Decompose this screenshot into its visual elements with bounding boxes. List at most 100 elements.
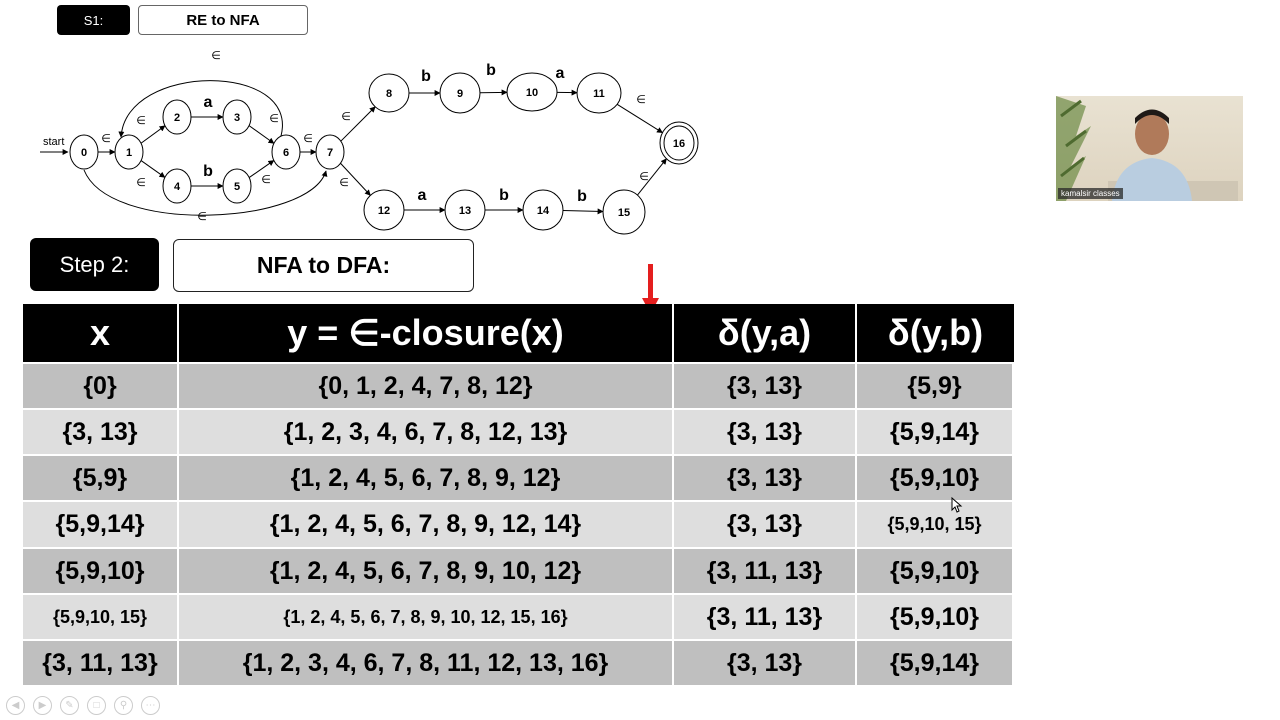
header-delta-b: δ(y,b) (857, 304, 1014, 362)
cell-closure: {1, 2, 3, 4, 6, 7, 8, 11, 12, 13, 16} (179, 639, 674, 685)
mouse-cursor-icon (951, 497, 963, 513)
cell-delta-a: {3, 13} (674, 500, 857, 547)
start-label: start (43, 136, 64, 148)
cell-delta-b: {5,9,10} (857, 547, 1014, 593)
cell-closure: {1, 2, 4, 5, 6, 7, 8, 9, 12} (179, 454, 674, 500)
transition-label: ∈ (341, 111, 351, 123)
header-delta-a: δ(y,a) (674, 304, 857, 362)
nfa-state-3: 3 (222, 99, 252, 135)
svg-text:7: 7 (327, 147, 333, 159)
slide-player-controls: ◀ ▶ ✎ □ ⚲ ⋯ (6, 696, 160, 715)
table-row: {5,9,10} {1, 2, 4, 5, 6, 7, 8, 9, 10, 12… (23, 547, 1014, 593)
nfa-state-6: 6 (271, 134, 301, 170)
header-closure: y = ∈-closure(x) (179, 304, 674, 362)
zoom-icon[interactable]: ⚲ (114, 696, 133, 715)
svg-text:14: 14 (537, 205, 550, 217)
transition-edge (340, 162, 371, 196)
svg-text:0: 0 (81, 147, 87, 159)
nfa-state-10: 10 (506, 72, 558, 112)
nfa-state-0: 0 (69, 134, 99, 170)
cell-delta-b: {5,9,10, 15} (857, 500, 1014, 547)
svg-text:10: 10 (526, 87, 538, 99)
nfa-to-dfa-table: x y = ∈-closure(x) δ(y,a) δ(y,b) {0} {0,… (23, 304, 1014, 685)
nfa-state-12: 12 (363, 189, 405, 231)
svg-text:15: 15 (618, 207, 630, 219)
presenter-webcam: kamalsir classes (1056, 96, 1243, 201)
transition-label: ∈ (639, 171, 649, 183)
more-icon[interactable]: ⋯ (141, 696, 160, 715)
nfa-state-9: 9 (439, 72, 481, 114)
step2-title: NFA to DFA: (173, 239, 474, 292)
cell-x: {5,9,10} (23, 547, 179, 593)
svg-text:9: 9 (457, 88, 463, 100)
table-row: {3, 13} {1, 2, 3, 4, 6, 7, 8, 12, 13} {3… (23, 408, 1014, 454)
next-icon[interactable]: ▶ (33, 696, 52, 715)
table-header-row: x y = ∈-closure(x) δ(y,a) δ(y,b) (23, 304, 1014, 362)
cell-x: {3, 13} (23, 408, 179, 454)
transition-edge (637, 158, 667, 196)
cell-closure: {1, 2, 4, 5, 6, 7, 8, 9, 10, 12, 15, 16} (179, 593, 674, 639)
pen-icon[interactable]: ✎ (60, 696, 79, 715)
nfa-state-1: 1 (114, 134, 144, 170)
transition-label: a (556, 65, 565, 82)
nfa-state-13: 13 (444, 189, 486, 231)
svg-text:13: 13 (459, 205, 471, 217)
transition-label: ∈ (269, 113, 279, 125)
table-row: {5,9} {1, 2, 4, 5, 6, 7, 8, 9, 12} {3, 1… (23, 454, 1014, 500)
transition-edge (248, 160, 275, 178)
step1-badge: S1: (57, 5, 130, 35)
transition-label: ∈ (197, 211, 207, 223)
svg-text:16: 16 (673, 138, 685, 150)
transition-label: ∈ (261, 174, 271, 186)
svg-text:12: 12 (378, 205, 390, 217)
presenter-image (1056, 96, 1238, 201)
svg-text:11: 11 (593, 88, 605, 100)
nfa-state-4: 4 (162, 168, 192, 204)
nfa-state-7: 7 (315, 134, 345, 170)
transition-edge (118, 80, 283, 138)
header-x: x (23, 304, 179, 362)
cell-delta-b: {5,9,14} (857, 639, 1014, 685)
table-row: {3, 11, 13} {1, 2, 3, 4, 6, 7, 8, 11, 12… (23, 639, 1014, 685)
cell-x: {5,9,14} (23, 500, 179, 547)
cell-x: {5,9} (23, 454, 179, 500)
cell-x: {0} (23, 362, 179, 408)
cell-delta-b: {5,9,10} (857, 593, 1014, 639)
copy-icon[interactable]: □ (87, 696, 106, 715)
nfa-state-11: 11 (576, 72, 622, 114)
cell-closure: {1, 2, 4, 5, 6, 7, 8, 9, 12, 14} (179, 500, 674, 547)
transition-label: ∈ (136, 115, 146, 127)
step1-title: RE to NFA (138, 5, 308, 35)
table-row: {0} {0, 1, 2, 4, 7, 8, 12} {3, 13} {5,9} (23, 362, 1014, 408)
webcam-caption: kamalsir classes (1058, 188, 1123, 199)
transition-label: b (486, 62, 496, 79)
transition-edge (340, 106, 376, 142)
transition-edge (616, 103, 663, 134)
svg-text:2: 2 (174, 112, 180, 124)
cell-delta-b: {5,9,14} (857, 408, 1014, 454)
transition-label: a (204, 94, 213, 111)
transition-edge (140, 125, 166, 144)
transition-edge (248, 125, 275, 144)
cell-closure: {0, 1, 2, 4, 7, 8, 12} (179, 362, 674, 408)
nfa-state-15: 15 (602, 189, 646, 235)
transition-edge (140, 160, 166, 178)
svg-text:6: 6 (283, 147, 289, 159)
cell-delta-a: {3, 11, 13} (674, 593, 857, 639)
table-row: {5,9,10, 15} {1, 2, 4, 5, 6, 7, 8, 9, 10… (23, 593, 1014, 639)
prev-icon[interactable]: ◀ (6, 696, 25, 715)
cell-delta-a: {3, 13} (674, 408, 857, 454)
transition-label: ∈ (636, 94, 646, 106)
cell-x: {3, 11, 13} (23, 639, 179, 685)
nfa-state-14: 14 (522, 189, 564, 231)
cell-delta-a: {3, 13} (674, 362, 857, 408)
step2-badge: Step 2: (30, 238, 159, 291)
cell-closure: {1, 2, 3, 4, 6, 7, 8, 12, 13} (179, 408, 674, 454)
svg-text:5: 5 (234, 181, 240, 193)
svg-text:3: 3 (234, 112, 240, 124)
svg-text:1: 1 (126, 147, 132, 159)
transition-label: ∈ (303, 133, 313, 145)
cell-delta-a: {3, 13} (674, 454, 857, 500)
nfa-state-2: 2 (162, 99, 192, 135)
